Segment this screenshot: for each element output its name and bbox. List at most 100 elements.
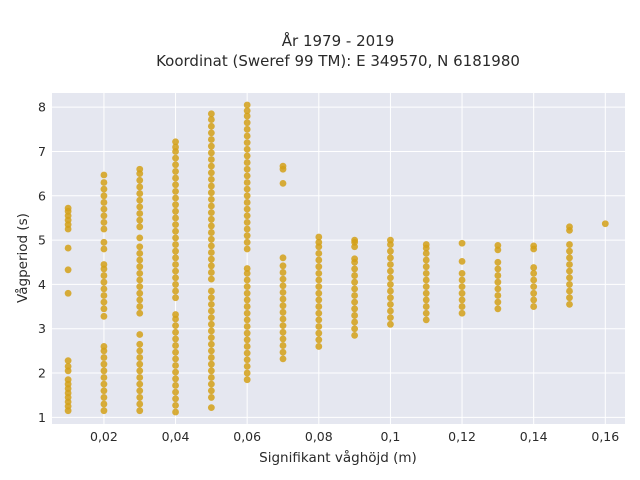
data-point-190	[243, 232, 251, 240]
x-tick-label-4: 0,1	[380, 429, 400, 444]
data-point-21	[100, 400, 108, 408]
data-point-19	[64, 204, 72, 212]
data-point-34	[100, 292, 108, 299]
data-point-46	[100, 199, 108, 206]
data-point-69	[136, 269, 144, 277]
data-point-296	[458, 276, 466, 284]
data-point-66	[136, 289, 144, 297]
data-point-203	[243, 145, 251, 153]
data-point-325	[566, 261, 573, 268]
x-tick-label-5: 0,12	[448, 429, 476, 444]
data-point-89	[172, 382, 179, 389]
data-point-41	[100, 238, 108, 246]
data-point-197	[243, 185, 251, 193]
data-point-326	[566, 254, 573, 262]
data-point-94	[172, 348, 179, 356]
data-point-57	[136, 367, 144, 375]
data-point-309	[494, 242, 502, 249]
data-point-212	[279, 348, 287, 356]
data-point-132	[207, 360, 215, 368]
data-point-71	[136, 256, 144, 264]
data-point-215	[279, 328, 287, 336]
data-point-116	[172, 194, 179, 202]
data-point-231	[315, 336, 323, 344]
data-point-88	[172, 388, 179, 396]
data-point-236	[315, 303, 323, 310]
data-point-204	[243, 139, 251, 147]
data-point-91	[172, 368, 179, 376]
data-point-279	[422, 309, 430, 317]
x-tick-label-2: 0,06	[233, 429, 261, 444]
data-point-85	[172, 408, 179, 416]
data-point-151	[207, 229, 215, 236]
data-point-33	[100, 298, 108, 306]
data-point-134	[207, 347, 215, 355]
data-point-49	[100, 179, 108, 186]
data-point-179	[243, 316, 251, 324]
y-tick-label-1: 2	[38, 366, 46, 381]
data-point-171	[243, 369, 251, 377]
data-point-315	[530, 269, 538, 277]
y-axis-label: Vågperiod (s)	[14, 213, 31, 303]
data-point-239	[315, 283, 323, 291]
data-point-158	[207, 182, 215, 190]
data-point-196	[243, 192, 251, 200]
data-point-300	[494, 305, 502, 313]
data-point-283	[422, 283, 430, 291]
data-point-9	[64, 362, 72, 370]
data-point-152	[207, 222, 215, 230]
data-point-189	[243, 238, 251, 246]
data-point-312	[530, 289, 538, 297]
data-point-61	[136, 340, 144, 348]
y-tick-label-5: 6	[38, 188, 46, 203]
data-point-59	[136, 354, 144, 361]
data-point-176	[243, 336, 251, 344]
data-point-255	[351, 285, 359, 293]
data-point-109	[172, 241, 179, 248]
data-point-144	[207, 275, 215, 283]
data-point-87	[172, 395, 179, 403]
data-point-202	[243, 152, 251, 160]
data-point-321	[566, 287, 573, 295]
data-point-7	[64, 376, 72, 384]
data-point-240	[315, 276, 323, 284]
data-point-183	[243, 289, 251, 297]
data-point-284	[422, 276, 430, 284]
data-point-225	[279, 262, 287, 270]
data-point-74	[136, 234, 144, 242]
data-point-63	[136, 309, 144, 317]
data-point-184	[243, 283, 251, 291]
data-point-70	[136, 263, 144, 271]
data-point-37	[100, 272, 108, 279]
data-point-64	[136, 303, 144, 310]
data-point-136	[207, 334, 215, 341]
chart-title-line1: År 1979 - 2019	[282, 31, 395, 50]
data-point-125	[172, 138, 179, 146]
data-point-58	[136, 360, 144, 368]
data-point-230	[315, 343, 323, 350]
data-point-192	[243, 218, 251, 226]
data-point-118	[172, 181, 179, 189]
data-point-198	[243, 179, 251, 186]
data-point-241	[315, 269, 323, 277]
data-point-23	[100, 387, 108, 395]
data-point-177	[243, 329, 251, 337]
data-point-294	[458, 289, 466, 297]
data-point-285	[422, 269, 430, 277]
data-point-35	[100, 285, 108, 293]
data-point-200	[243, 165, 251, 173]
data-point-86	[172, 401, 179, 409]
data-point-267	[387, 300, 394, 308]
data-point-115	[172, 201, 179, 209]
data-point-103	[172, 281, 179, 288]
data-point-324	[566, 267, 573, 275]
data-point-153	[207, 215, 215, 223]
data-point-331	[601, 220, 609, 228]
data-point-222	[279, 282, 287, 290]
data-point-32	[100, 305, 108, 313]
data-point-220	[279, 295, 287, 303]
data-point-39	[100, 261, 108, 268]
data-point-73	[136, 243, 144, 251]
data-point-111	[172, 227, 179, 235]
data-point-93	[172, 355, 179, 363]
